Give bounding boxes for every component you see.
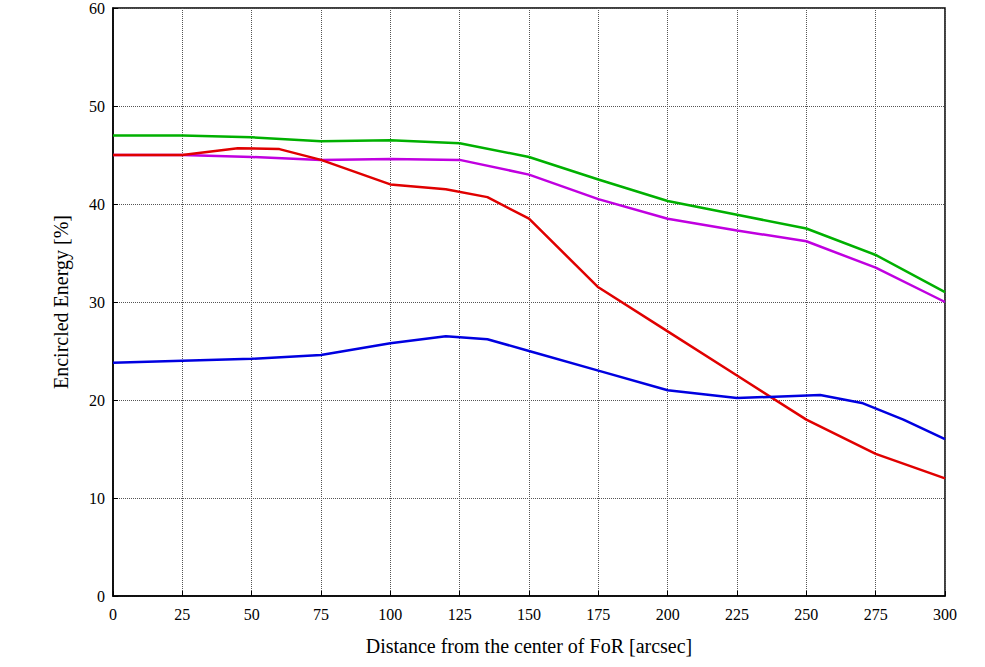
svg-text:175: 175 [586,606,610,623]
svg-text:100: 100 [378,606,402,623]
svg-text:40: 40 [89,196,105,213]
svg-text:125: 125 [448,606,472,623]
svg-text:150: 150 [517,606,541,623]
svg-text:0: 0 [109,606,117,623]
svg-text:60: 60 [89,0,105,17]
svg-text:10: 10 [89,490,105,507]
svg-text:25: 25 [174,606,190,623]
svg-text:50: 50 [244,606,260,623]
svg-text:300: 300 [933,606,957,623]
svg-text:Encircled Energy [%]: Encircled Energy [%] [50,215,73,389]
svg-text:30: 30 [89,294,105,311]
svg-text:Distance from the center of Fo: Distance from the center of FoR [arcsec] [366,635,693,657]
svg-text:0: 0 [97,588,105,605]
svg-text:20: 20 [89,392,105,409]
svg-text:275: 275 [864,606,888,623]
svg-text:225: 225 [725,606,749,623]
svg-text:50: 50 [89,98,105,115]
svg-text:75: 75 [313,606,329,623]
svg-text:200: 200 [656,606,680,623]
svg-text:250: 250 [794,606,818,623]
